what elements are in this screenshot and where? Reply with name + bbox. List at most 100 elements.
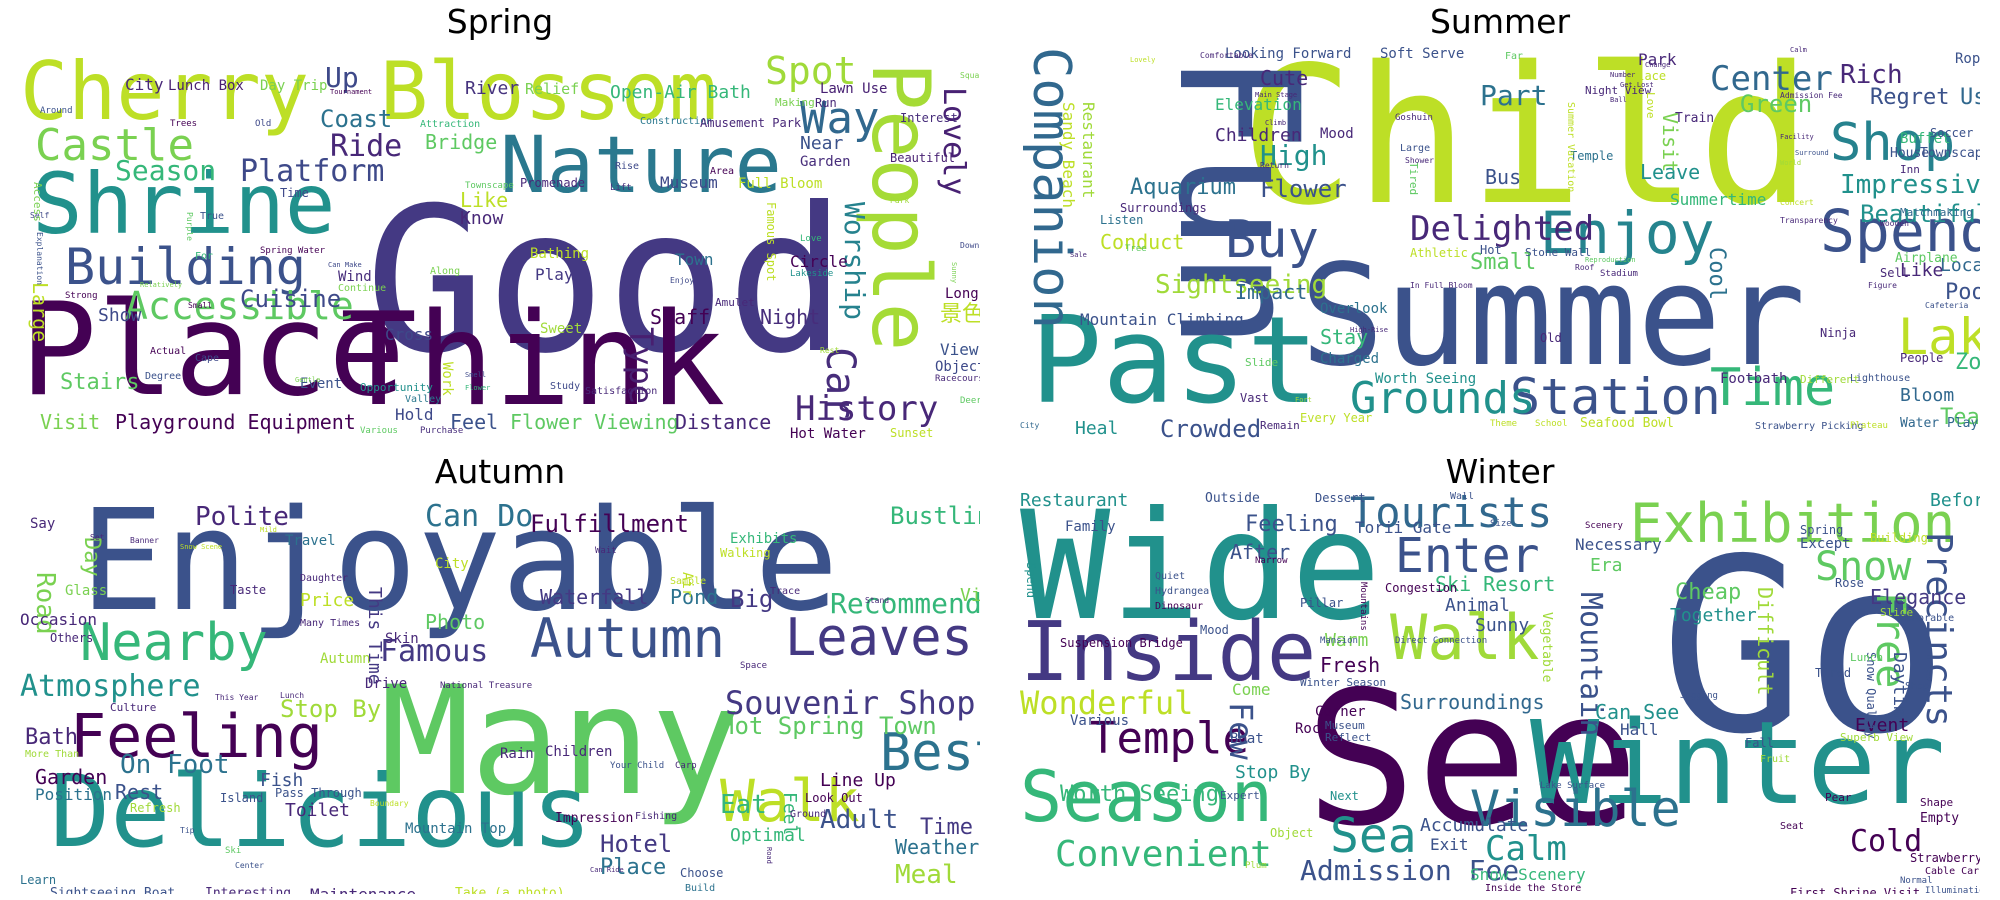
cloud-word: Valley (405, 394, 442, 405)
cloud-word: Roof (1575, 263, 1595, 272)
cloud-word: Figure (1868, 281, 1897, 290)
cloud-word: Daughter (300, 573, 349, 584)
cloud-word: Pool (1945, 280, 1980, 305)
cloud-word: Rich (1840, 60, 1903, 90)
cloud-word: Self (30, 211, 50, 220)
cloud-word: History (795, 389, 939, 429)
cloud-word: Superb View (1840, 731, 1913, 744)
cloud-word: Place (1630, 69, 1667, 83)
cloud-word: Interest (900, 111, 958, 125)
cloud-word: First Shrine Visit (1790, 886, 1921, 894)
cloud-word: Stone Wall (1525, 246, 1592, 259)
cloud-word: Walk (1390, 601, 1540, 674)
cloud-word: Cute (1260, 66, 1309, 90)
cloud-word: 景色 (940, 302, 980, 327)
cloud-word: Use (1960, 85, 1980, 110)
word-cloud: Go See Wide Winter Inside Season Visible Exhibi… (1020, 492, 1980, 894)
cloud-word: Winter (1530, 697, 1946, 831)
cloud-word: True (200, 211, 225, 222)
cloud-word: Enjoy (1540, 199, 1715, 267)
cloud-word: Place (600, 855, 667, 880)
cloud-word: Sightseeing Boat (50, 886, 176, 894)
cloud-word: Best (880, 723, 980, 783)
cloud-word: Strong (65, 291, 98, 301)
cloud-word: Dinosaur (1155, 601, 1204, 612)
cloud-word: Slide (1880, 606, 1914, 619)
cloud-word: Family (1065, 519, 1116, 535)
cloud-word: Playground Equipment (115, 410, 356, 434)
cloud-word: Nearby (80, 613, 268, 673)
cloud-word: Season (1020, 756, 1273, 838)
cloud-word: Atmosphere (20, 669, 201, 704)
cloud-word: Visit (960, 585, 980, 606)
cloud-word: Sunset (890, 426, 934, 440)
cloud-word: Child (1240, 42, 1812, 247)
cloud-word: Flower (465, 384, 491, 392)
cloud-word: Sale (1070, 251, 1087, 259)
cloud-word: Snow Scenery (1470, 865, 1586, 884)
cloud-word: Ground (790, 809, 827, 820)
cloud-word: Daytime (1889, 652, 1910, 728)
cloud-word: Boundary (370, 799, 409, 808)
cloud-word: Lunch Box (168, 78, 244, 94)
cloud-word: Object (935, 359, 980, 375)
cloud-word: Souvenir Shop (725, 684, 976, 722)
cloud-word: Rest (820, 346, 840, 355)
cloud-word: Building (65, 238, 306, 296)
cloud-word: Buy (1225, 210, 1319, 270)
cloud-word: Slide (1245, 356, 1279, 369)
cloud-word: Autumn (320, 651, 371, 667)
cloud-word: Ski (225, 846, 242, 856)
cloud-word: Garden (35, 765, 108, 789)
cloud-word: Return (1260, 161, 1289, 170)
cloud-word: Sunny (1475, 615, 1530, 636)
cloud-word: Center (1710, 59, 1833, 99)
cloud-word: In Full Bloom (1410, 281, 1473, 290)
cloud-word: Stop By (280, 695, 382, 723)
cloud-word: Lighthouse (1850, 373, 1911, 384)
cloud-word: Learn (20, 873, 57, 887)
cloud-word: Ninja (1820, 326, 1857, 340)
cloud-word: See (1305, 651, 1640, 867)
cloud-word: Mountain (1573, 592, 1608, 737)
cloud-word: Vegetable (1539, 612, 1554, 683)
cloud-word: Drive (365, 676, 408, 692)
cloud-word: Season (115, 154, 217, 187)
cloud-word: Elegance (1870, 585, 1967, 609)
cloud-word: Square (960, 71, 980, 80)
cloud-word: Goshuin (1395, 113, 1433, 123)
cloud-word: Time (920, 815, 973, 840)
cloud-word: Deer (960, 396, 980, 406)
cloud-word: Smell (465, 371, 487, 379)
cloud-word: Convenient (1055, 834, 1272, 875)
cloud-word: Beautiful (1860, 200, 1980, 228)
cloud-word: Tourists (1350, 492, 1553, 537)
cloud-word: Torii Gate (1355, 518, 1452, 537)
cloud-word: Restaurant (1020, 492, 1129, 511)
cloud-word: Tournament (330, 88, 373, 96)
cloud-word: Autumn (530, 607, 726, 670)
cloud-word: People (854, 62, 947, 351)
cloud-word: Rain (500, 746, 534, 762)
cloud-word: Feeling (70, 702, 323, 772)
cloud-word: Price (300, 590, 355, 611)
cloud-word: Air (679, 572, 695, 598)
cloud-word: Town (675, 250, 714, 269)
cloud-word: Say (30, 516, 56, 532)
cloud-word: Ski Resort (1435, 572, 1556, 596)
cloud-word: Aquarium (1130, 175, 1236, 200)
cloud-word: Exhibits (730, 531, 798, 547)
cloud-word: Various (360, 426, 398, 436)
cloud-word: Sea (1330, 808, 1417, 864)
cloud-word: Degree (145, 371, 182, 382)
cloud-word: Sample (670, 576, 707, 587)
cloud-word: Continue (338, 283, 387, 294)
cloud-word: Near (800, 133, 844, 154)
cloud-word: Cool (1704, 247, 1729, 300)
cloud-word: Purchase (420, 426, 464, 436)
cloud-word: Impact (1235, 280, 1308, 304)
cloud-word: Congestion (1385, 581, 1458, 595)
cloud-word: Number (1610, 71, 1636, 79)
cloud-word: Impressive (1840, 170, 1980, 200)
cloud-word: Hot (1480, 243, 1502, 257)
